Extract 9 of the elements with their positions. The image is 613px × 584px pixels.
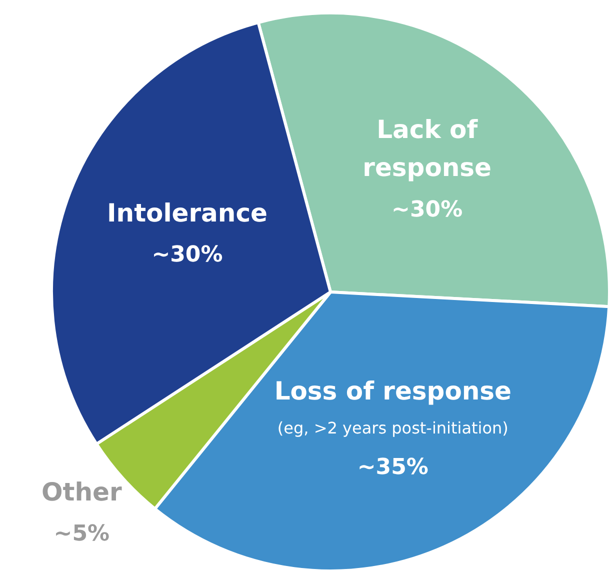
text: (eg, >2 years post-initiation) [277, 418, 508, 438]
data-label: ~35% [357, 454, 428, 480]
slice-label: Lack of response [362, 115, 492, 182]
slice-label: Loss of response [274, 376, 512, 406]
slice-label: Intolerance [106, 198, 268, 228]
data-label: ~30% [392, 197, 463, 222]
data-label: ~30% [152, 242, 223, 268]
slice-label: Other [42, 478, 123, 507]
data-label: ~5% [54, 522, 110, 547]
